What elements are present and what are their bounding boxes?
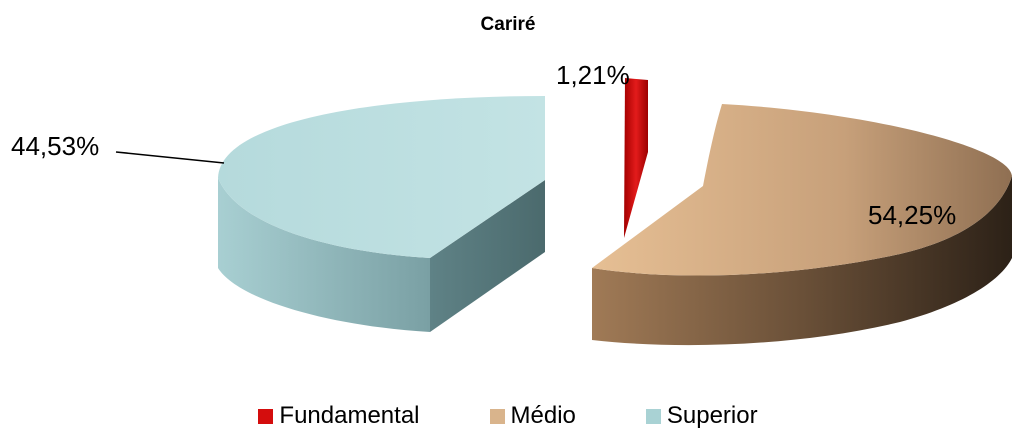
legend-item-superior: Superior [645,402,758,430]
pie-slice-medio [592,104,1012,346]
slice-fundamental-shape [624,78,648,238]
pie-slice-superior [218,96,545,332]
pie-slice-fundamental [624,78,648,238]
legend-label-superior: Superior [666,402,758,429]
chart-legend: Fundamental Médio Superior [0,402,1016,430]
data-label-medio: 54,25% [868,200,956,230]
pie-chart: 1,21% 54,25% 44,53% [11,60,1012,346]
chart-title: Cariré [480,14,536,35]
data-label-fundamental: 1,21% [556,60,630,90]
slice-superior-cut [430,180,545,332]
slice-medio-top [592,104,1012,276]
superior-leader-line [115,151,225,164]
slice-superior-side [218,178,430,332]
legend-item-fundamental: Fundamental [258,402,420,430]
slice-medio-side [592,176,1012,346]
legend-swatch-superior [645,408,661,424]
data-label-superior: 44,53% [11,131,99,161]
legend-label-fundamental: Fundamental [279,402,420,429]
legend-label-medio: Médio [510,402,576,429]
legend-item-medio: Médio [489,402,576,430]
slice-superior-top [218,96,545,258]
legend-swatch-fundamental [258,408,274,424]
legend-swatch-medio [489,408,505,424]
